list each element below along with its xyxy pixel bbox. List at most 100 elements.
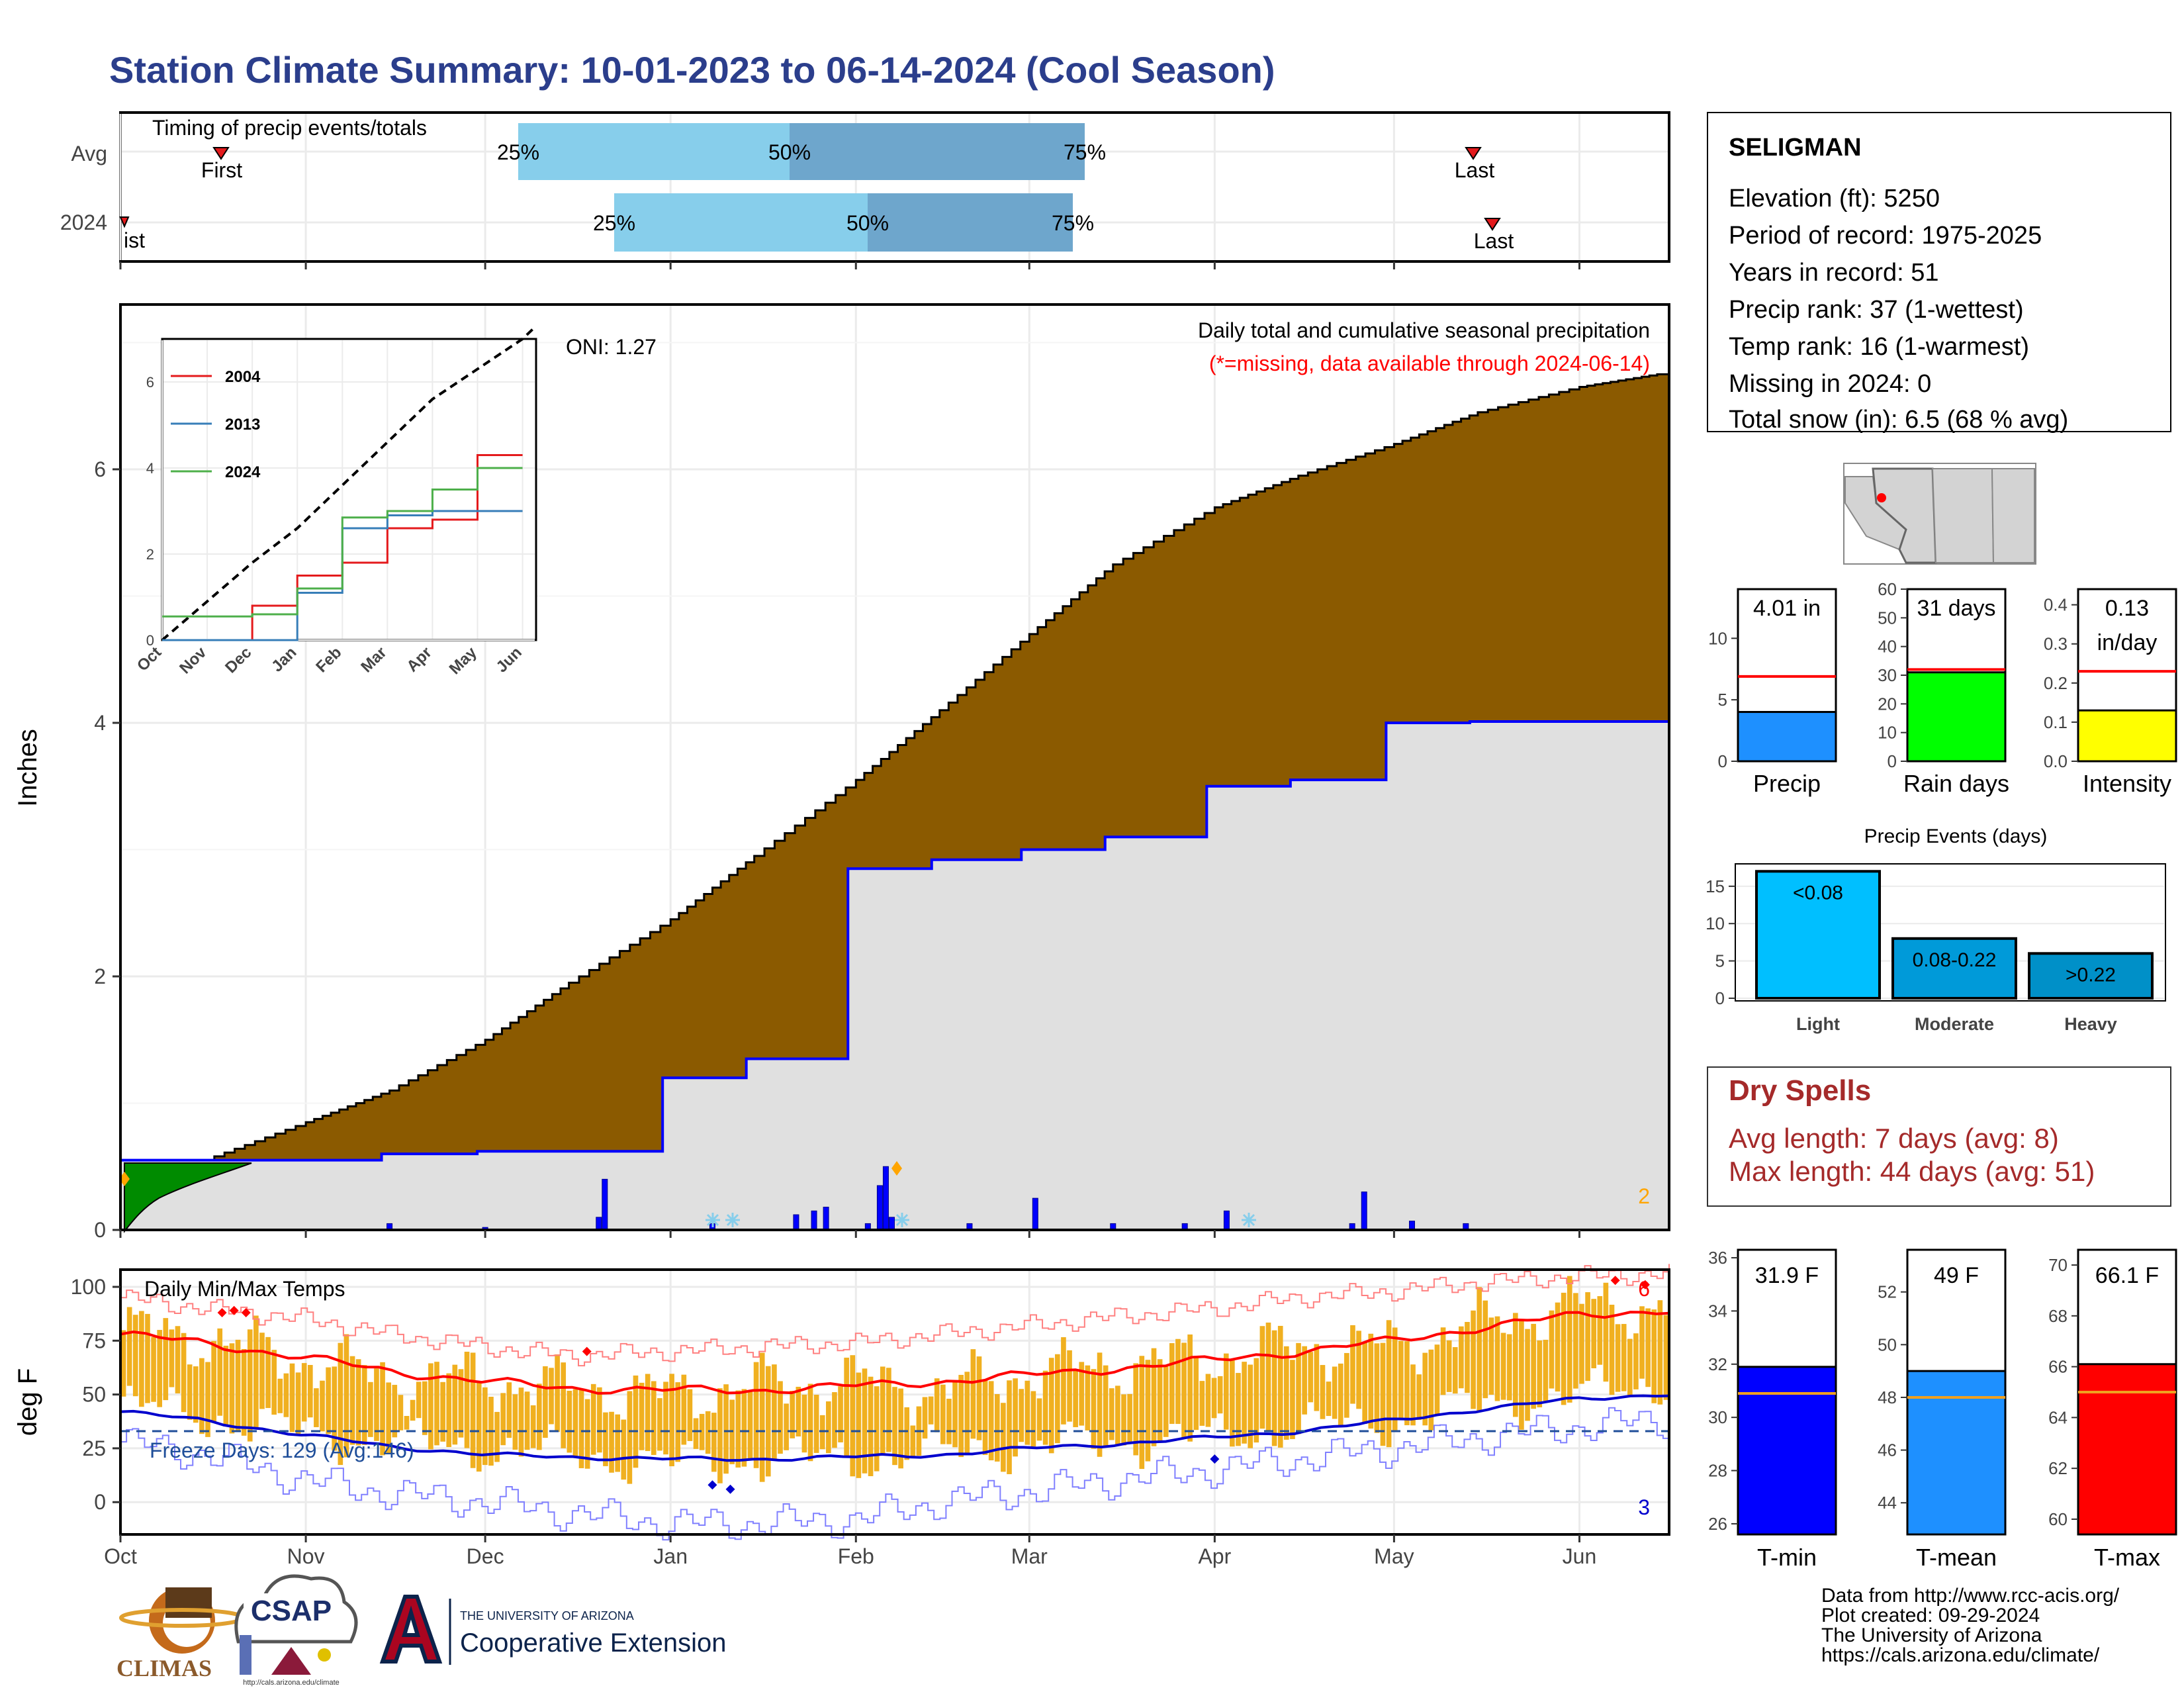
avg-p75: 75% — [1064, 140, 1106, 164]
temp-bar — [482, 1387, 488, 1466]
temp-bar — [1561, 1292, 1567, 1405]
temp-bar — [506, 1382, 512, 1438]
temp-bar — [1277, 1325, 1283, 1448]
y-tick-label: 2 — [94, 964, 106, 988]
temp-bar — [645, 1374, 651, 1452]
record-point — [1210, 1454, 1220, 1464]
temp-bar — [1633, 1333, 1639, 1389]
temp-bar — [1181, 1342, 1187, 1439]
temp-bar — [295, 1372, 301, 1435]
temp-bar — [1013, 1378, 1018, 1457]
temp-bar — [1386, 1320, 1392, 1448]
tbar-tick-label: 36 — [1708, 1248, 1727, 1268]
mini-tick-label: 10 — [1708, 628, 1727, 648]
temp-bar — [374, 1368, 379, 1441]
y-tick-label: 25 — [82, 1436, 106, 1460]
temp-bar — [759, 1352, 765, 1482]
record-point — [241, 1308, 251, 1318]
temp-bar — [211, 1340, 216, 1423]
temp-bar — [705, 1411, 711, 1454]
y-tick-label: 50 — [82, 1383, 106, 1407]
precip-y-axis: 0 2 4 6 — [94, 457, 120, 1242]
y-tick-label: 75 — [82, 1329, 106, 1352]
temp-bar — [1368, 1333, 1374, 1429]
temp-bar — [1488, 1317, 1494, 1395]
temp-bar — [1621, 1324, 1627, 1391]
temp-bar — [1265, 1322, 1271, 1432]
temp-bar — [530, 1405, 536, 1448]
mini-tick-label: 0 — [1888, 751, 1897, 771]
temp-bar — [494, 1411, 500, 1462]
footer-line: The University of Arizona — [1821, 1624, 2042, 1646]
footer-line: https://cals.arizona.edu/climate/ — [1821, 1644, 2100, 1666]
temp-bar — [609, 1411, 614, 1473]
y2024-bar-25-50 — [614, 193, 868, 252]
temp-bar — [1248, 1364, 1253, 1448]
y2024-p75: 75% — [1052, 211, 1094, 235]
temp-bar — [922, 1397, 928, 1439]
inset-lines — [161, 325, 537, 641]
temp-bar — [711, 1413, 717, 1472]
dry-title: Dry Spells — [1729, 1074, 1871, 1107]
x-tick-label: Mar — [1011, 1544, 1048, 1568]
temp-bar — [464, 1351, 470, 1448]
ua-logo: THE UNIVERSITY OF ARIZONA Cooperative Ex… — [379, 1595, 726, 1665]
last-2024-label: Last — [1474, 229, 1514, 253]
temp-y-axis: 0 25 50 75 100 — [71, 1275, 120, 1514]
mini-tick-label: 30 — [1878, 665, 1897, 685]
temp-bar — [578, 1389, 584, 1468]
avg-bar-50-75 — [790, 123, 1085, 180]
temp-bar — [1410, 1364, 1416, 1426]
dry-max: Max length: 44 days (avg: 51) — [1729, 1156, 2095, 1187]
temp-bar — [446, 1373, 452, 1448]
temp-bar — [832, 1392, 837, 1448]
legend-label: 2004 — [225, 368, 261, 386]
temp-bar — [826, 1401, 831, 1454]
temp-bar — [717, 1388, 723, 1483]
y2024-row-label: 2024 — [60, 211, 107, 234]
temp-summary-charts: 26 28 30 32 34 36 31.9 F T-min 44 46 48 50 52 49 F T-m… — [1708, 1248, 2177, 1571]
temp-bar — [518, 1387, 524, 1457]
temp-bar — [1211, 1378, 1217, 1419]
first-marker — [212, 147, 230, 160]
temp-bar — [976, 1356, 982, 1440]
temp-bar — [1121, 1394, 1126, 1446]
y2024-p50: 50% — [846, 211, 889, 235]
temp-bar — [1428, 1349, 1434, 1430]
temp-bar — [1296, 1342, 1301, 1434]
temp-bar — [1236, 1373, 1241, 1446]
temp-bar — [1019, 1389, 1024, 1442]
temp-bar — [265, 1336, 271, 1409]
temp-bar — [1103, 1365, 1109, 1446]
temp-bar — [1494, 1316, 1500, 1401]
temp-bar — [1500, 1333, 1506, 1400]
y2024-bar-50-75 — [868, 193, 1073, 252]
temp-bar — [627, 1391, 633, 1484]
temp-bar — [301, 1363, 307, 1422]
events-title: Precip Events (days) — [1864, 825, 2048, 847]
tbar-tick-label: 68 — [2048, 1306, 2068, 1326]
mini-tick-label: 0 — [1718, 751, 1727, 771]
temp-bar — [1380, 1342, 1386, 1446]
first-label: First — [201, 158, 242, 182]
record-point — [725, 1484, 735, 1494]
temp-bar — [1024, 1380, 1030, 1445]
footer-line: Plot created: 09-29-2024 — [1821, 1605, 2040, 1626]
max-precip-marker — [891, 1161, 902, 1176]
oni-label: ONI: 1.27 — [566, 335, 657, 359]
temp-bar — [735, 1390, 741, 1468]
mini-tick-label: 0.0 — [2044, 751, 2068, 771]
temp-bar — [819, 1415, 825, 1450]
climas-text: CLIMAS — [116, 1655, 212, 1681]
temp-bar — [982, 1380, 988, 1455]
inset-y-label: 6 — [146, 374, 154, 391]
temp-bar — [253, 1315, 259, 1429]
temp-bar — [1519, 1320, 1524, 1430]
ua-small-text: THE UNIVERSITY OF ARIZONA — [460, 1609, 634, 1622]
temp-bar — [1133, 1363, 1139, 1456]
temp-bar — [1030, 1391, 1036, 1447]
mini-tick-label: 0.1 — [2044, 712, 2068, 732]
temp-bar — [1645, 1308, 1651, 1387]
x-tick-label: Apr — [1198, 1544, 1231, 1568]
